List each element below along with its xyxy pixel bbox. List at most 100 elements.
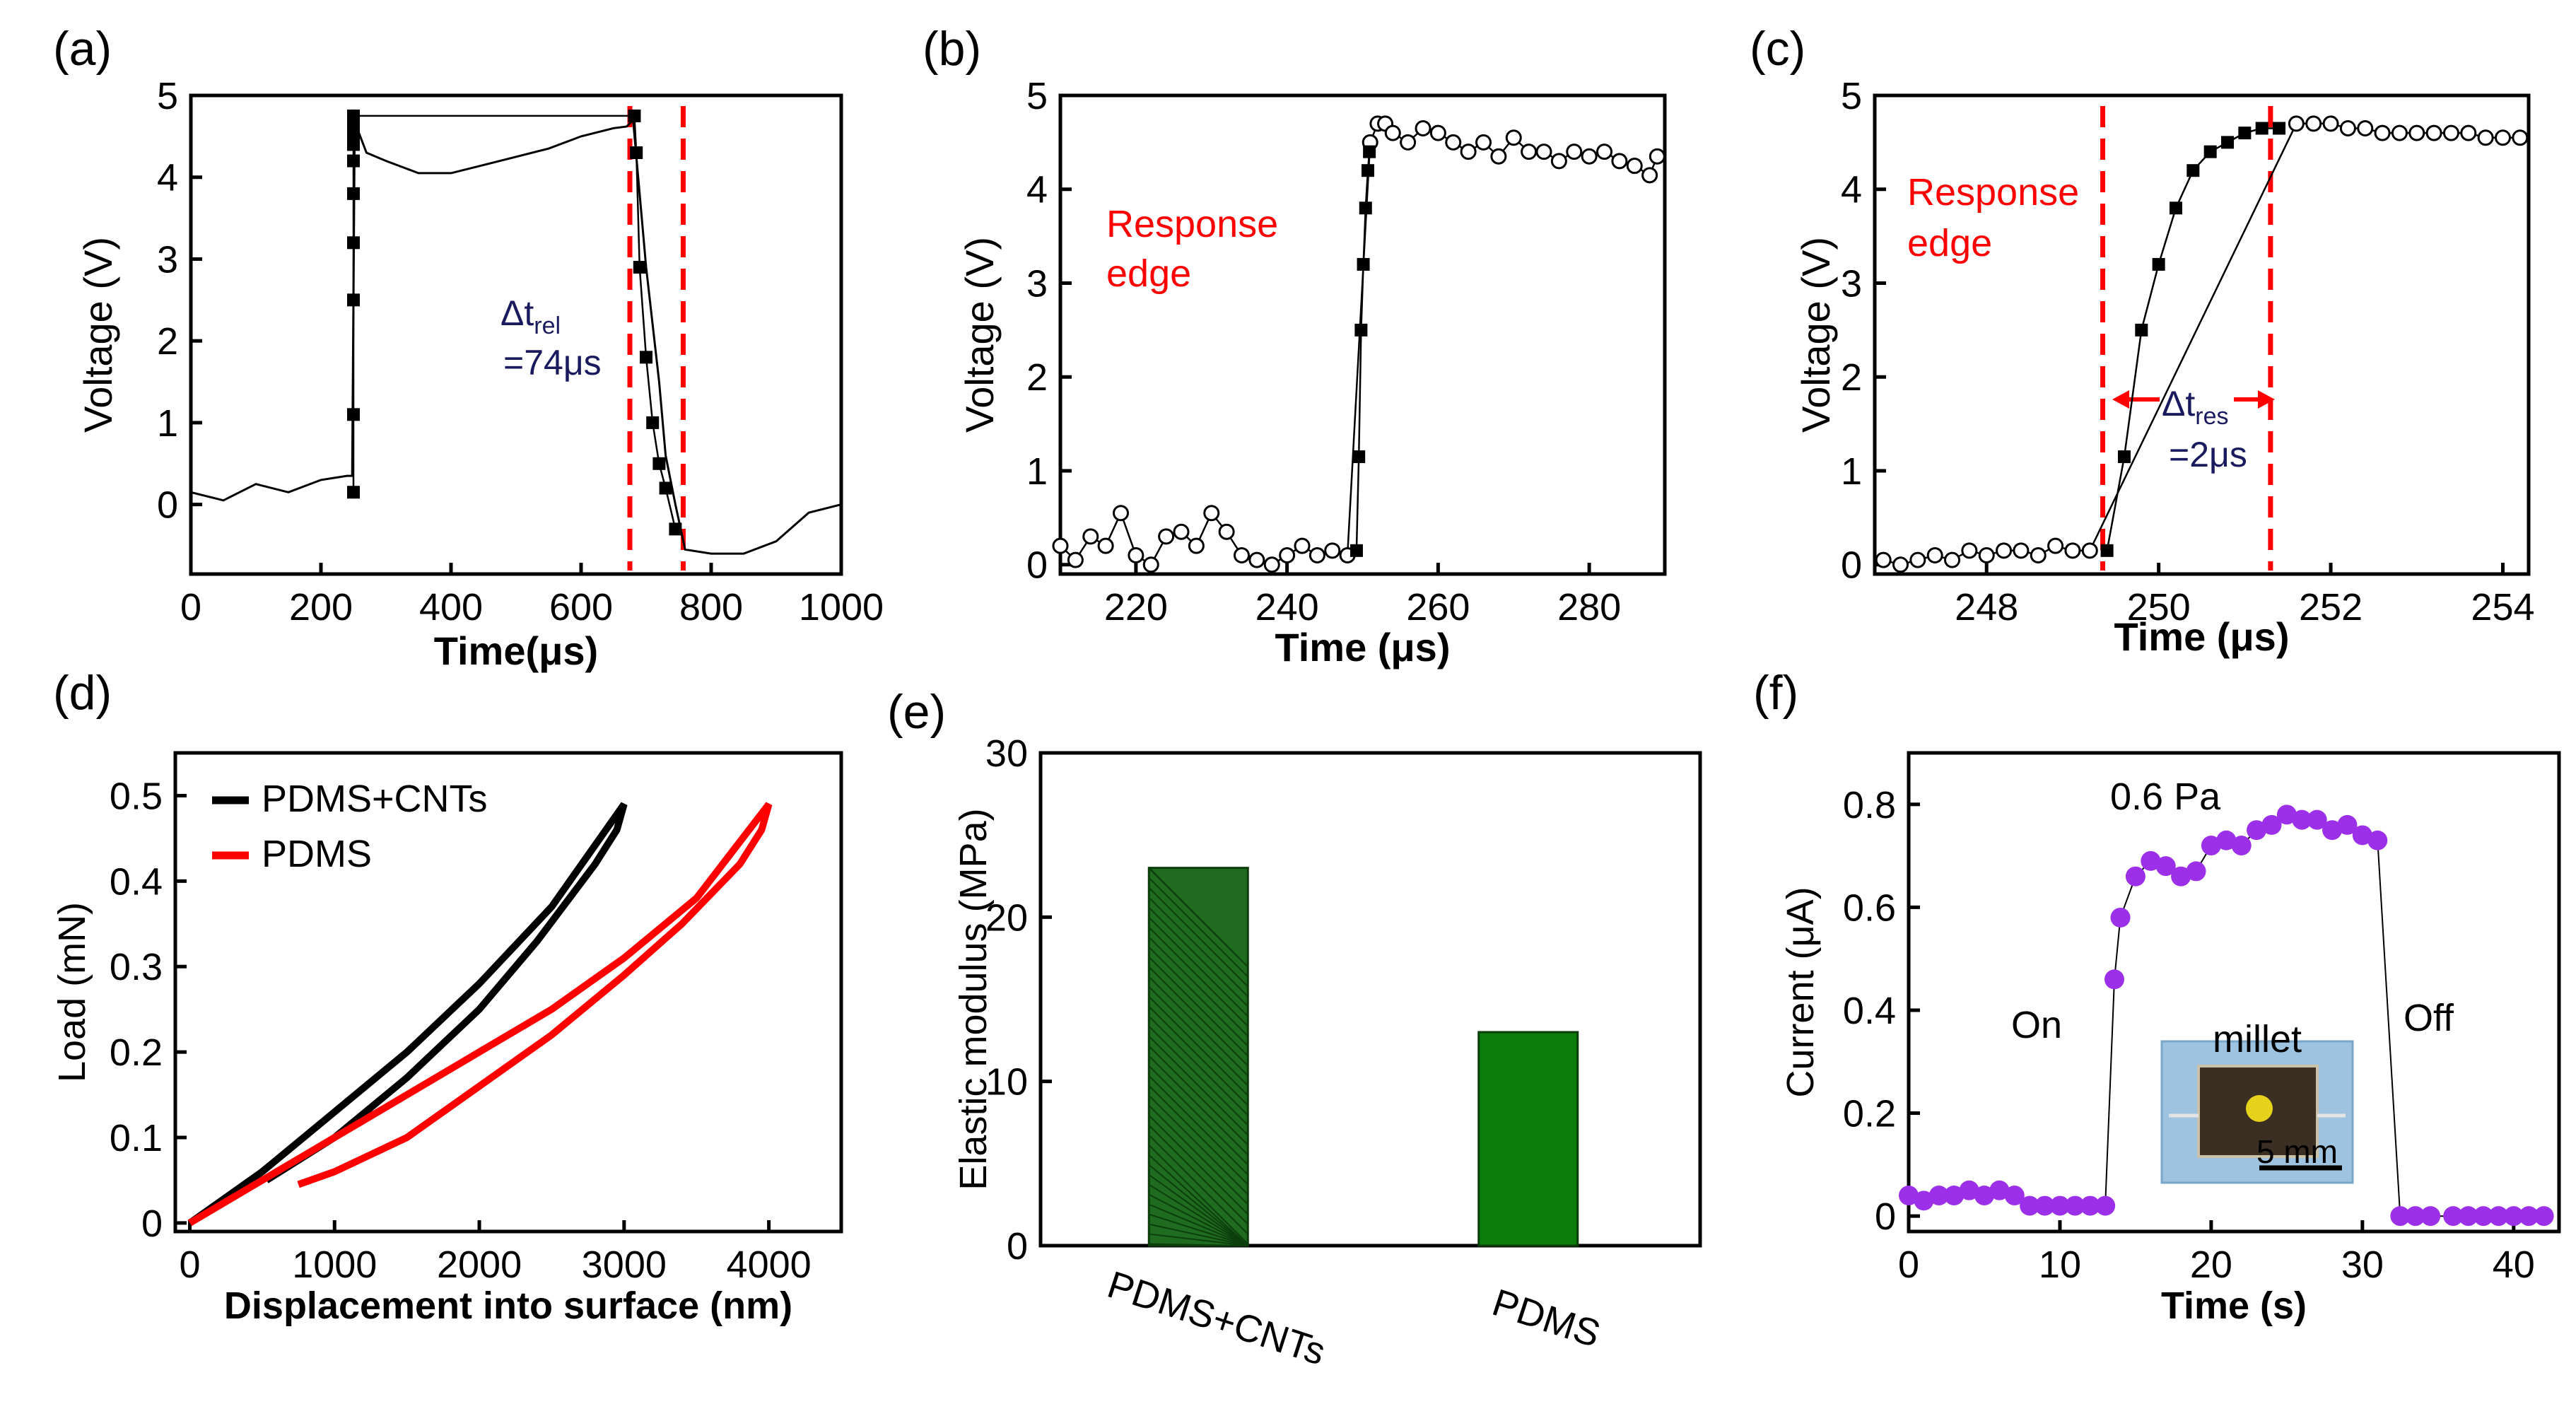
data-point-f	[2004, 1186, 2025, 1206]
data-point-circle-c	[2425, 124, 2442, 141]
y-tick-label-e: 20	[985, 896, 1028, 939]
bar-hatch	[1148, 1104, 1248, 1205]
data-point-circle-b	[1400, 134, 1417, 151]
data-point-f	[2186, 861, 2206, 882]
panel-c: Response edge Δtres =2μs 0 1 2 3 4 5 248 250 252…	[1793, 75, 2535, 659]
legend-label-pdms: PDMS	[262, 833, 372, 875]
bar-hatch	[1148, 976, 1248, 1077]
on-label: On	[2011, 1004, 2062, 1046]
data-point-square-c	[2135, 323, 2148, 337]
y-tick-label-a: 1	[157, 402, 178, 445]
data-point-square-a	[652, 457, 666, 470]
data-point-square-a	[646, 416, 660, 429]
response-edge-b-line1: Response	[1106, 203, 1278, 245]
data-point-f	[2519, 1206, 2539, 1227]
bar-hatch	[1148, 926, 1248, 1027]
bar-hatch	[1148, 1025, 1248, 1126]
bar-hatch	[1148, 1065, 1248, 1166]
data-point-square-a	[347, 109, 360, 122]
x-tick-label-d: 1000	[292, 1244, 377, 1286]
data-point-circle-c	[1892, 556, 1909, 573]
data-point-circle-c	[2305, 115, 2322, 132]
panel-label-e: (e)	[887, 685, 946, 739]
annotation-dt-rel: Δtrel =74μs	[500, 293, 602, 382]
data-point-f	[2110, 907, 2131, 928]
bar-hatch	[1148, 1005, 1248, 1106]
bar-hatch	[1148, 1144, 1248, 1245]
data-point-circle-c	[2357, 119, 2374, 136]
y-tick-label-f: 0.2	[1843, 1093, 1896, 1135]
response-edge-c-line1: Response	[1907, 171, 2079, 213]
x-tick-label-d: 0	[179, 1244, 200, 1286]
y-tick-label-a: 5	[157, 75, 178, 117]
panel-d: PDMS+CNTs PDMS 0 0.1 0.2 0.3 0.4 0.5 0 1000 2000…	[51, 751, 843, 1327]
data-point-square-b	[1361, 164, 1374, 177]
data-point-square-b	[1350, 544, 1363, 557]
y-tick-label-a: 3	[157, 238, 178, 281]
data-point-f	[2231, 836, 2252, 856]
data-point-circle-b	[1263, 556, 1280, 573]
sample-photo-inset: 5 mm millet	[2160, 1018, 2354, 1184]
x-tick-label-d: 4000	[727, 1244, 812, 1286]
x-tick-label-c: 248	[1955, 586, 2018, 628]
dt-rel-label: Δtrel	[500, 293, 561, 339]
data-point-square-b	[1354, 323, 1368, 337]
bar-hatch	[1148, 936, 1248, 1037]
data-point-circle-b	[1218, 523, 1235, 540]
x-tick-label-c: 252	[2299, 586, 2363, 628]
data-point-square-c	[2273, 122, 2286, 135]
data-point-square-c	[2238, 127, 2252, 140]
bar-hatch	[1148, 1193, 1248, 1246]
dt-rel-subscript: rel	[534, 312, 561, 339]
bar-hatch	[1148, 1045, 1248, 1146]
data-point-circle-c	[2322, 115, 2339, 132]
y-tick-label-a: 2	[157, 320, 178, 363]
x-tick-label-a: 200	[289, 586, 353, 628]
bar-hatch	[1148, 887, 1248, 988]
data-point-circle-b	[1142, 556, 1159, 573]
data-point-f	[2261, 814, 2282, 835]
y-tick-label-b: 2	[1026, 356, 1048, 399]
y-tick-label-c: 4	[1841, 169, 1862, 211]
bar-hatch	[1148, 1154, 1248, 1246]
dt-res-subscript: res	[2195, 403, 2228, 430]
panel-label-a: (a)	[53, 22, 112, 76]
y-tick-label-f: 0.6	[1843, 887, 1896, 929]
y-axis-label-f: Current (μA)	[1779, 887, 1822, 1097]
y-tick-label-a: 4	[157, 157, 178, 199]
series-line-noisy-trace	[191, 115, 841, 555]
data-point-square-a	[633, 261, 646, 274]
x-tick-label-d: 3000	[582, 1244, 667, 1286]
data-point-square-a	[628, 109, 641, 122]
bar-hatch	[1148, 985, 1248, 1087]
data-point-circle-b	[1429, 124, 1446, 141]
x-tick-label-f: 0	[1898, 1244, 1919, 1286]
data-point-f	[2125, 866, 2145, 887]
data-point-circle-c	[2442, 124, 2459, 141]
data-point-circle-b	[1384, 124, 1401, 141]
inset-millet-seed	[2246, 1095, 2273, 1122]
x-tick-label-a: 600	[549, 586, 613, 628]
data-point-circle-c	[1996, 542, 2013, 559]
y-tick-label-f: 0.8	[1843, 784, 1896, 826]
y-tick-label-e: 10	[985, 1061, 1028, 1104]
data-point-square-c	[2221, 136, 2235, 149]
y-tick-label-c: 3	[1841, 262, 1862, 305]
panel-b: Response edge 0 1 2 3 4 5 220 240 260 280 Time (μs…	[957, 75, 1667, 669]
bar-hatch	[1148, 946, 1248, 1047]
inset-millet-label: millet	[2213, 1018, 2302, 1060]
x-tick-label-a: 800	[679, 586, 743, 628]
y-axis-label-d: Load (mN)	[51, 902, 93, 1082]
bar-hatch	[1148, 906, 1248, 1007]
data-point-circle-c	[1926, 546, 1943, 563]
data-point-square-a	[630, 146, 643, 160]
response-edge-c-line2: edge	[1907, 222, 1992, 264]
data-point-square-a	[347, 486, 360, 499]
y-tick-label-d: 0.3	[110, 946, 163, 988]
x-axis-label-c: Time (μs)	[2114, 614, 2290, 659]
x-tick-label-c: 254	[2471, 586, 2534, 628]
inset-scale-label: 5 mm	[2256, 1133, 2338, 1170]
data-point-circle-b	[1611, 153, 1628, 170]
